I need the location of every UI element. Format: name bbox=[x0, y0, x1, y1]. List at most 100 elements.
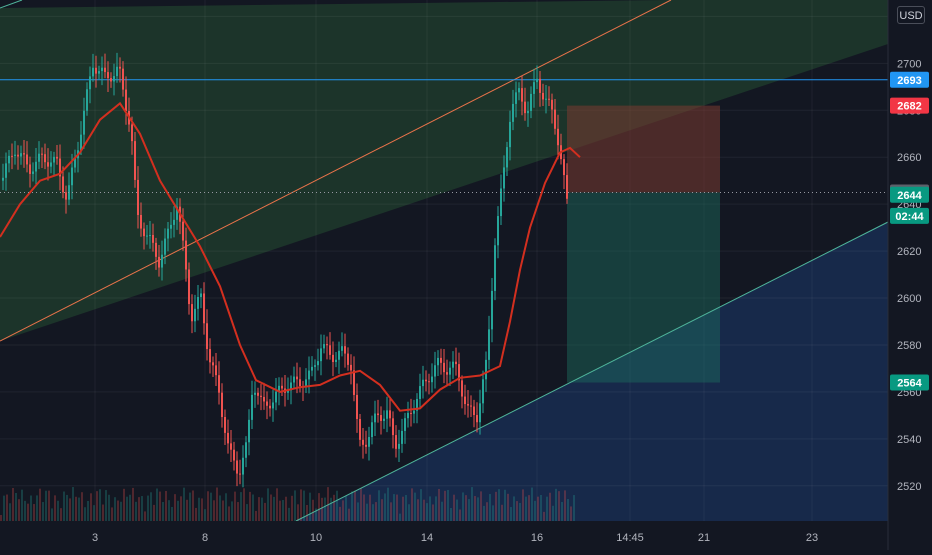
candle-body bbox=[170, 224, 172, 229]
volume-bar bbox=[537, 496, 539, 521]
candle-body bbox=[269, 405, 271, 409]
volume-bar bbox=[189, 492, 191, 521]
volume-bar bbox=[546, 496, 548, 521]
volume-bar bbox=[36, 495, 38, 521]
candle-body bbox=[515, 92, 517, 104]
moving-average-line bbox=[0, 101, 581, 412]
candle-body bbox=[203, 293, 205, 324]
volume-bar bbox=[282, 500, 284, 521]
candle-body bbox=[191, 304, 193, 322]
candle-body bbox=[323, 344, 325, 349]
candle-body bbox=[491, 290, 493, 330]
volume-bar bbox=[159, 491, 161, 521]
volume-bar bbox=[549, 492, 551, 521]
candle-body bbox=[20, 153, 22, 157]
candle-body bbox=[89, 76, 91, 90]
volume-bar bbox=[381, 499, 383, 521]
candle-body bbox=[452, 361, 454, 368]
price-badge-label: 2693 bbox=[897, 75, 921, 87]
candle-body bbox=[533, 82, 535, 94]
volume-bar bbox=[438, 488, 440, 521]
volume-bar bbox=[90, 493, 92, 521]
price-badge bbox=[890, 186, 929, 203]
candle-body bbox=[242, 457, 244, 475]
volume-bar bbox=[468, 499, 470, 521]
volume-bar bbox=[354, 490, 356, 521]
volume-bar bbox=[408, 504, 410, 521]
candle-body bbox=[59, 158, 61, 177]
y-tick-label: 2600 bbox=[897, 293, 921, 305]
volume-bar bbox=[525, 496, 527, 521]
candle-body bbox=[392, 418, 394, 436]
volume-bar bbox=[516, 501, 518, 521]
volume-bar bbox=[366, 503, 368, 521]
volume-bar bbox=[540, 494, 542, 521]
volume-bar bbox=[246, 504, 248, 521]
volume-bar bbox=[207, 491, 209, 521]
volume-bar bbox=[21, 489, 23, 521]
volume-bar bbox=[102, 504, 104, 521]
candle-body bbox=[338, 350, 340, 360]
candle-body bbox=[56, 156, 58, 159]
candle-body bbox=[101, 67, 103, 72]
candle-body bbox=[401, 430, 403, 444]
volume-bar bbox=[489, 494, 491, 521]
volume-bar bbox=[456, 499, 458, 521]
volume-bar bbox=[480, 491, 482, 521]
time-axis bbox=[0, 521, 888, 550]
volume-bar bbox=[81, 492, 83, 521]
volume-bar bbox=[474, 496, 476, 521]
price-badge bbox=[890, 374, 929, 391]
candle-body bbox=[221, 392, 223, 417]
price-badge-label: 2644 bbox=[897, 190, 922, 202]
candle-body bbox=[473, 406, 475, 416]
volume-bar bbox=[99, 489, 101, 521]
volume-bar bbox=[156, 488, 158, 521]
volume-bar bbox=[240, 492, 242, 521]
candle-body bbox=[299, 379, 301, 387]
x-tick-label: 21 bbox=[698, 532, 710, 544]
volume-bar bbox=[324, 497, 326, 521]
candle-body bbox=[494, 245, 496, 291]
candle-body bbox=[356, 394, 358, 420]
candle-body bbox=[365, 444, 367, 447]
y-tick-label: 2660 bbox=[897, 152, 921, 164]
candle-body bbox=[263, 396, 265, 402]
candle-body bbox=[185, 240, 187, 270]
volume-bar bbox=[213, 500, 215, 521]
volume-bar bbox=[258, 497, 260, 521]
volume-bar bbox=[168, 500, 170, 521]
candle-body bbox=[182, 221, 184, 241]
candle-body bbox=[11, 155, 13, 157]
volume-bar bbox=[543, 511, 545, 521]
candle-body bbox=[155, 242, 157, 257]
candle-body bbox=[26, 154, 28, 165]
candle-body bbox=[548, 98, 550, 100]
volume-bar bbox=[135, 501, 137, 521]
volume-bar bbox=[384, 493, 386, 521]
volume-bar bbox=[42, 502, 44, 521]
volume-bar bbox=[171, 506, 173, 521]
currency-button[interactable]: USD bbox=[897, 6, 925, 24]
candle-body bbox=[173, 219, 175, 225]
candle-body bbox=[503, 167, 505, 189]
volume-bar bbox=[177, 500, 179, 521]
candle-body bbox=[317, 361, 319, 366]
candle-body bbox=[464, 396, 466, 405]
price-badge-label: 2682 bbox=[897, 101, 921, 113]
volume-bar bbox=[261, 497, 263, 521]
candle-body bbox=[488, 329, 490, 360]
candle-body bbox=[188, 269, 190, 305]
candle-body bbox=[254, 392, 256, 395]
volume-bar bbox=[201, 498, 203, 521]
volume-bar bbox=[351, 491, 353, 521]
candle-body bbox=[131, 124, 133, 142]
candle-body bbox=[425, 379, 427, 382]
candle-body bbox=[161, 254, 163, 268]
trendline-support bbox=[295, 221, 889, 522]
volume-bar bbox=[387, 487, 389, 521]
candle-body bbox=[353, 370, 355, 395]
volume-bar bbox=[237, 502, 239, 521]
